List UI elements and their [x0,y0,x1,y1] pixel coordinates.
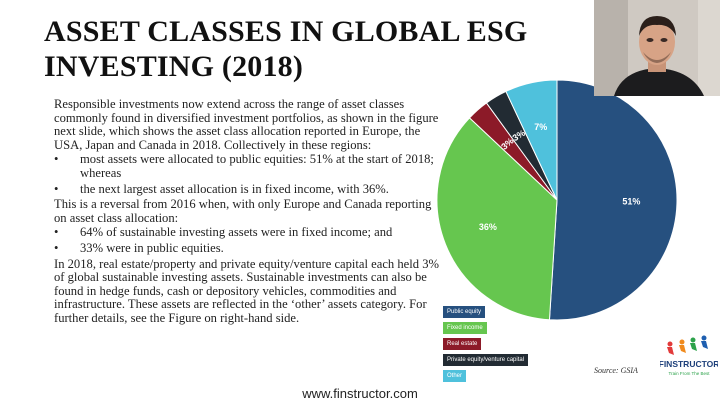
legend-item: Public equity [443,306,486,318]
legend-item: Other [443,370,467,382]
legend-item: Real estate [443,338,482,350]
logo-tagline: Train From The Best [668,371,710,376]
paragraph-other-assets: In 2018, real estate/property and privat… [54,256,440,325]
pie-chart: 51%36%3%3%7% [436,80,678,320]
pie-data-label: 7% [534,122,547,132]
source-note: Source: GSIA [594,366,638,375]
website-url[interactable]: www.finstructor.com [302,386,418,401]
bullet-text: the next largest asset allocation is in … [80,181,389,196]
bullet-item: • 33% were in public equities. [54,240,446,256]
bullet-item: • most assets were allocated to public e… [54,153,446,180]
slide-title-line-2: INVESTING (2018) [44,50,304,83]
pie-data-label: 36% [479,222,497,232]
presenter-image [594,0,720,96]
slide-body: Responsible investments now extend acros… [54,97,446,326]
webcam-video [594,0,720,96]
bullet-symbol: • [54,225,59,240]
legend-item: Fixed income [443,322,487,334]
logo-name: FINSTRUCTOR [660,359,718,369]
legend-item: Private equity/venture capital [443,354,529,366]
pie-slice-public-equity [548,80,678,320]
bullet-symbol: • [54,240,59,255]
slide-title-line-1: ASSET CLASSES IN GLOBAL ESG [44,15,528,48]
paragraph-intro: Responsible investments now extend acros… [54,97,439,152]
finstructor-logo: FINSTRUCTOR Train From The Best [660,335,718,376]
pie-slice-other [505,80,558,201]
pie-slice-fixed-income [436,117,558,320]
bullet-text: 64% of sustainable investing assets were… [80,225,393,240]
bullet-item: • 64% of sustainable investing assets we… [54,226,446,240]
bullet-text: most assets were allocated to public equ… [80,152,434,180]
paragraph-reversal: This is a reversal from 2016 when, with … [54,197,432,225]
bullet-symbol: • [54,181,59,196]
bullet-text: 33% were in public equities. [80,240,224,255]
pie-data-label: 51% [622,197,640,207]
bullet-symbol: • [54,152,59,167]
bullet-item: • the next largest asset allocation is i… [54,181,446,197]
slide-title: ASSET CLASSES IN GLOBAL ESG INVESTING (2… [44,14,564,84]
